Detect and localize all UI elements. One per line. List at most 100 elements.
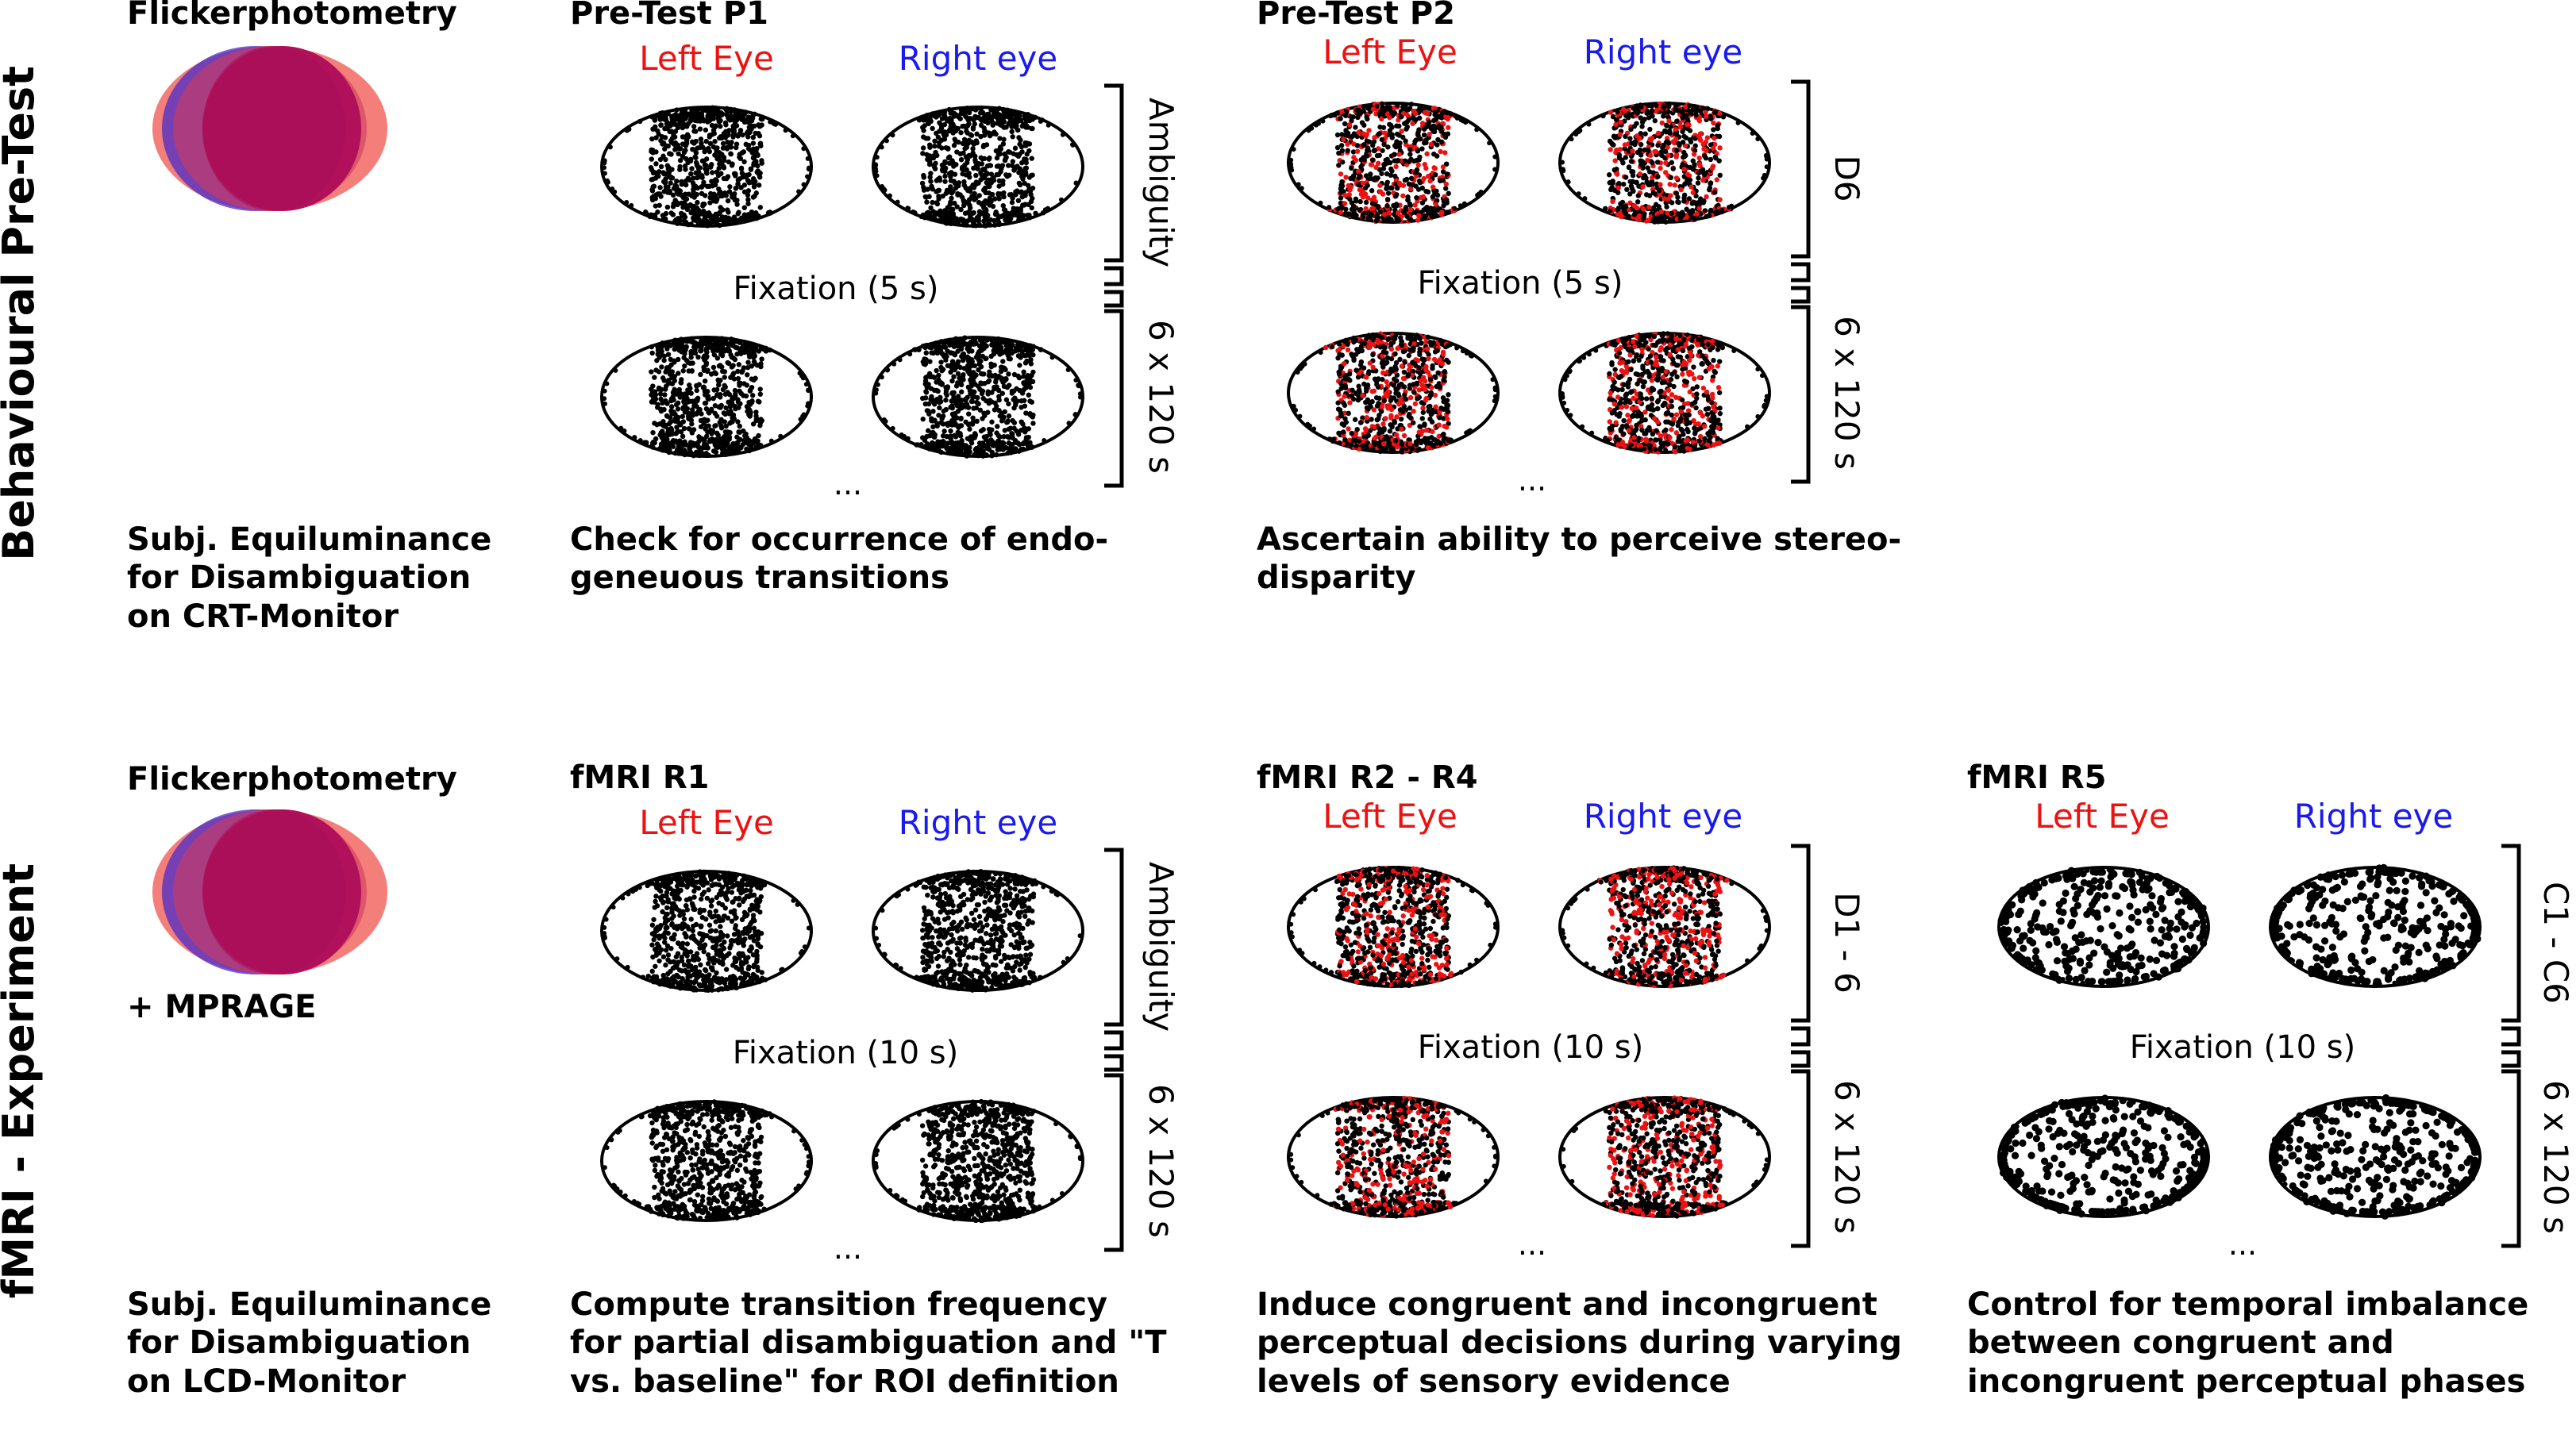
stimulus-dot bbox=[914, 442, 919, 448]
stimulus-dot bbox=[697, 126, 703, 132]
stimulus-dot bbox=[718, 423, 724, 429]
stimulus-dot bbox=[934, 152, 940, 159]
stimulus-dot bbox=[1291, 147, 1296, 152]
stimulus-dot bbox=[688, 171, 694, 177]
stimulus-dot bbox=[971, 406, 976, 411]
stimulus-dot bbox=[730, 126, 737, 132]
stimulus-dot bbox=[1357, 186, 1363, 193]
stimulus-dot bbox=[1648, 152, 1654, 159]
stimulus-dot bbox=[660, 375, 666, 381]
stimulus-dot bbox=[719, 111, 726, 117]
stimulus-dot bbox=[1021, 202, 1027, 208]
stimulus-dot bbox=[929, 394, 934, 400]
stimulus-dot bbox=[739, 369, 745, 375]
stimulus-dot bbox=[1419, 185, 1425, 191]
stimulus-dot bbox=[755, 168, 761, 174]
stimulus-dot bbox=[995, 447, 1001, 452]
stimulus-dot bbox=[1022, 169, 1029, 175]
stimulus-dot bbox=[1342, 132, 1348, 138]
stimulus-dot bbox=[1356, 168, 1361, 175]
stimulus-dot bbox=[698, 136, 704, 142]
stimulus-dot bbox=[920, 435, 926, 440]
stimulus-dot bbox=[1652, 148, 1658, 155]
stimulus-dot bbox=[981, 175, 987, 181]
stimulus-dot bbox=[1684, 113, 1689, 118]
stimulus-dot bbox=[1669, 217, 1674, 222]
stimulus-dot bbox=[707, 140, 714, 147]
stimulus-dot bbox=[928, 344, 934, 349]
stimulus-dot bbox=[753, 444, 759, 449]
stimulus-dot bbox=[965, 187, 971, 194]
stimulus-dot bbox=[989, 114, 995, 121]
stimulus-dot bbox=[970, 126, 976, 132]
stimulus-dot bbox=[709, 132, 715, 137]
flicker-title: Flickerphotometry bbox=[127, 761, 457, 798]
stimulus-dot bbox=[757, 141, 763, 147]
stimulus-dot bbox=[1704, 213, 1710, 219]
stimulus-dot bbox=[1716, 158, 1722, 163]
stimulus-dot bbox=[945, 146, 951, 152]
stimulus-dot bbox=[703, 451, 709, 456]
stimulus-dot bbox=[710, 348, 716, 354]
stimulus-dot bbox=[737, 128, 744, 133]
right-eye-label: Right eye bbox=[899, 39, 1057, 78]
stimulus-dot bbox=[920, 134, 926, 140]
stimulus-dot bbox=[934, 423, 940, 429]
stimulus-dot bbox=[1454, 115, 1460, 121]
stimulus-dot bbox=[968, 440, 975, 446]
stimulus-dot bbox=[716, 165, 722, 171]
stimulus-dot bbox=[934, 200, 940, 206]
stimulus-dot bbox=[958, 156, 965, 163]
stimulus-dot bbox=[974, 131, 980, 137]
stimulus-dot bbox=[1374, 213, 1380, 218]
stimulus-dot bbox=[1639, 159, 1645, 164]
stimulus-dot bbox=[602, 388, 607, 394]
stimulus-dot bbox=[650, 176, 656, 183]
stimulus-dot bbox=[759, 356, 764, 362]
stimulus-dot bbox=[935, 134, 941, 140]
stimulus-dot bbox=[699, 140, 704, 146]
stimulus-dot bbox=[1006, 114, 1012, 120]
stimulus-dot bbox=[700, 203, 706, 209]
stimulus-dot bbox=[1383, 106, 1388, 112]
stimulus-dot bbox=[688, 390, 694, 396]
stimulus-dot bbox=[968, 115, 973, 121]
stimulus-dot bbox=[982, 380, 988, 386]
stimulus-dot bbox=[890, 425, 895, 431]
stimulus-dot bbox=[702, 417, 707, 422]
stimulus-dot bbox=[1374, 103, 1380, 109]
stimulus-dot bbox=[710, 364, 717, 371]
stimulus-dot bbox=[941, 429, 947, 434]
stimulus-dot bbox=[1668, 124, 1673, 129]
stimulus-dot bbox=[757, 183, 762, 188]
right-eye-label: Right eye bbox=[1584, 33, 1742, 71]
stimulus-dot bbox=[1364, 114, 1369, 120]
random-dot-stimulus bbox=[872, 105, 1084, 229]
stimulus-dot bbox=[1011, 405, 1017, 411]
stimulus-dot bbox=[1627, 136, 1633, 141]
stimulus-dot bbox=[1415, 148, 1421, 154]
stimulus-dot bbox=[998, 368, 1004, 375]
stimulus-dot bbox=[1386, 210, 1392, 216]
stimulus-dot bbox=[1009, 390, 1015, 396]
stimulus-dot bbox=[938, 359, 944, 365]
stimulus-dot bbox=[661, 116, 667, 122]
stimulus-dot bbox=[1704, 194, 1709, 200]
stimulus-dot bbox=[1433, 110, 1438, 115]
stimulus-dot bbox=[801, 412, 807, 417]
stimulus-dot bbox=[964, 222, 969, 228]
stimulus-dot bbox=[1655, 130, 1662, 136]
stimulus-dot bbox=[1370, 142, 1376, 148]
stimulus-dot bbox=[980, 371, 985, 377]
stimulus-dot bbox=[680, 134, 686, 140]
stimulus-dot bbox=[1388, 172, 1394, 179]
stimulus-dot bbox=[931, 445, 937, 451]
stimulus-dot bbox=[695, 185, 700, 191]
stimulus-dot bbox=[952, 411, 957, 417]
stimulus-dot bbox=[738, 165, 745, 171]
stimulus-dot bbox=[1354, 148, 1361, 154]
stimulus-dot bbox=[1620, 160, 1626, 166]
stimulus-dot bbox=[1396, 217, 1402, 223]
stimulus-dot bbox=[649, 344, 655, 350]
stimulus-dot bbox=[666, 378, 672, 383]
